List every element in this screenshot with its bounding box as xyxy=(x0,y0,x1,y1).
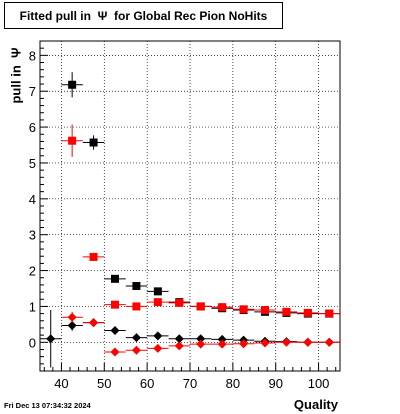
data-point-square xyxy=(111,274,119,283)
data-point-diamond xyxy=(217,334,227,344)
x-tick-label: 80 xyxy=(226,376,240,391)
data-point-square xyxy=(218,303,227,312)
data-point-diamond xyxy=(153,343,163,353)
data-point-square xyxy=(175,298,184,307)
data-point-diamond xyxy=(89,318,99,328)
data-point-diamond xyxy=(131,345,141,355)
x-tick-label: 40 xyxy=(54,376,68,391)
y-tick-label: 7 xyxy=(29,84,36,99)
x-axis-label: Quality xyxy=(293,397,338,412)
data-point-diamond xyxy=(67,312,77,322)
data-point-square xyxy=(68,80,77,89)
y-tick-label: 3 xyxy=(29,228,36,243)
data-point-square xyxy=(325,309,334,318)
data-point-square xyxy=(132,302,141,311)
data-point-square xyxy=(261,306,269,315)
data-point-diamond xyxy=(174,341,184,351)
y-tick-label: 8 xyxy=(29,48,36,63)
data-point-square xyxy=(239,305,248,314)
x-tick-label: 100 xyxy=(308,376,330,391)
x-tick-label: 70 xyxy=(183,376,197,391)
y-tick-label: 2 xyxy=(29,264,36,279)
data-point-diamond xyxy=(174,334,184,344)
data-point-square xyxy=(196,302,205,311)
y-tick-label: 6 xyxy=(29,120,36,135)
y-tick-label: 4 xyxy=(29,192,36,207)
x-tick-label: 90 xyxy=(268,376,282,391)
data-point-diamond xyxy=(67,320,77,330)
data-point-diamond xyxy=(110,347,120,357)
data-point-square xyxy=(89,252,98,261)
y-tick-label: 0 xyxy=(29,335,36,350)
title-box: Fitted pull in Ψ for Global Rec Pion NoH… xyxy=(4,2,283,29)
data-point-square xyxy=(89,138,98,147)
footer-date: Fri Dec 13 07:34:32 2024 xyxy=(4,401,91,410)
data-point-diamond xyxy=(110,325,120,335)
data-point-square xyxy=(282,307,291,316)
data-point-square xyxy=(153,287,162,296)
data-point-diamond xyxy=(131,333,141,343)
data-point-diamond xyxy=(46,334,56,344)
data-point-square xyxy=(153,298,162,307)
data-point-diamond xyxy=(281,337,291,347)
data-point-diamond xyxy=(196,339,206,349)
data-point-diamond xyxy=(324,337,334,347)
data-point-square xyxy=(68,136,77,145)
y-axis-label: pull in Ψ xyxy=(8,47,24,104)
data-point-diamond xyxy=(153,331,163,341)
x-tick-label: 50 xyxy=(97,376,111,391)
y-tick-label: 5 xyxy=(29,156,36,171)
data-point-diamond xyxy=(260,338,270,348)
data-point-diamond xyxy=(217,339,227,349)
data-point-diamond xyxy=(196,334,206,344)
y-tick-label: 1 xyxy=(29,299,36,314)
data-point-diamond xyxy=(303,337,313,347)
x-tick-label: 60 xyxy=(140,376,154,391)
data-point-square xyxy=(111,300,119,309)
data-point-square xyxy=(132,281,141,290)
chart-title: Fitted pull in Ψ for Global Rec Pion NoH… xyxy=(19,9,268,23)
data-point-square xyxy=(303,308,312,317)
data-point-diamond xyxy=(239,339,249,349)
